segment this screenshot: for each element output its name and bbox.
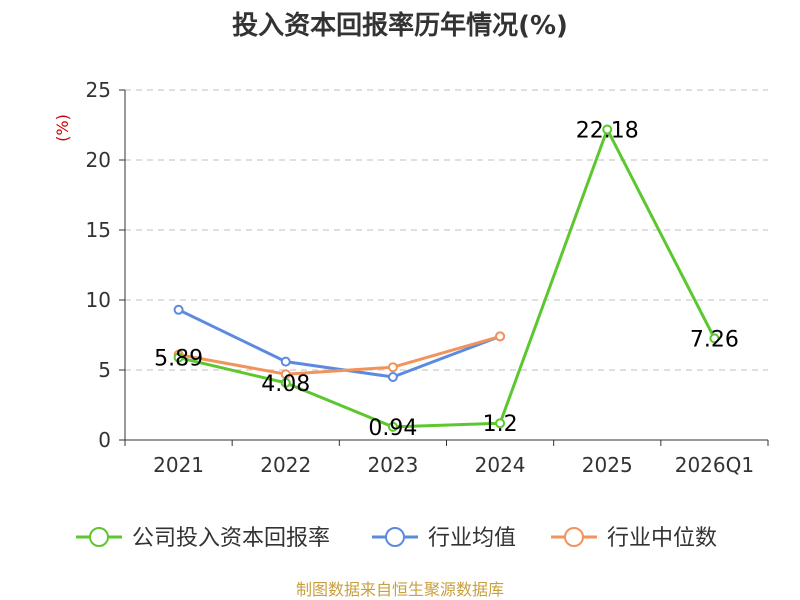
data-point [387, 421, 398, 432]
data-label: 22.18 [576, 118, 639, 143]
data-label: 4.08 [261, 372, 310, 397]
legend-marker [385, 527, 405, 547]
x-tick-label: 2024 [475, 453, 526, 477]
x-tick-label: 2021 [153, 453, 204, 477]
data-point [280, 356, 291, 367]
data-point [602, 124, 613, 135]
legend: 公司投入资本回报率 行业均值 行业中位数 [76, 526, 717, 551]
x-tick-label: 2022 [260, 453, 311, 477]
y-tick-label: 5 [98, 358, 111, 382]
data-point [280, 377, 291, 388]
y-tick-label: 25 [86, 78, 111, 102]
legend-marker [89, 527, 109, 547]
data-point [173, 304, 184, 315]
data-label: 1.2 [483, 412, 518, 437]
data-label: 7.26 [690, 327, 739, 352]
data-point [709, 333, 720, 344]
data-point [495, 331, 506, 342]
data-label: 5.89 [154, 347, 203, 372]
y-tick-label: 10 [86, 288, 111, 312]
y-tick-label: 15 [86, 218, 111, 242]
series-line-1 [177, 308, 501, 379]
legend-label: 行业中位数 [607, 526, 717, 551]
chart-title: 投入资本回报率历年情况(%) [232, 10, 568, 41]
data-point [495, 418, 506, 429]
data-point [387, 372, 398, 382]
data-point [387, 362, 398, 373]
y-unit-label: (%) [53, 114, 72, 142]
data-labels: 5.89 4.08 0.94 1.2 22.18 7.26 [154, 118, 739, 440]
x-tick-label: 2025 [582, 453, 633, 477]
y-tick-label: 20 [86, 148, 111, 172]
data-point [173, 352, 184, 363]
data-label: 0.94 [368, 416, 417, 441]
series-group [173, 124, 720, 432]
grid-lines [125, 89, 768, 371]
source-note: 制图数据来自恒生聚源数据库 [296, 580, 504, 599]
legend-marker [564, 527, 584, 547]
legend-label: 行业均值 [428, 526, 516, 551]
series-line-0 [178, 127, 716, 429]
series-line-2 [178, 334, 501, 376]
legend-label: 公司投入资本回报率 [132, 526, 330, 551]
y-tick-label: 0 [98, 428, 111, 452]
x-tick-label: 2023 [367, 453, 418, 477]
x-tick-label: 2026Q1 [675, 453, 754, 477]
